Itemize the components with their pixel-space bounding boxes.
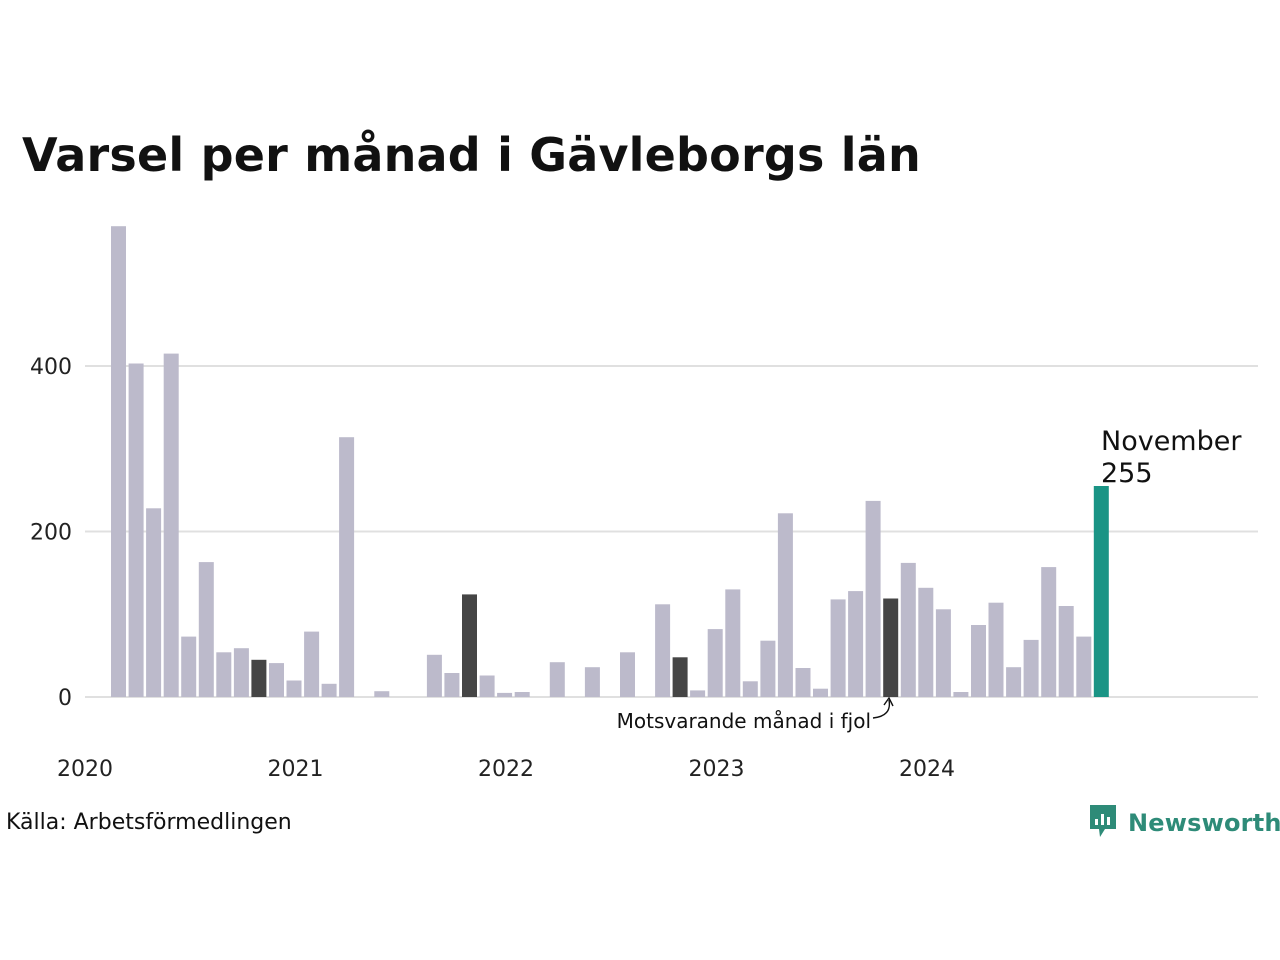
- bar-2023-02: [725, 589, 741, 697]
- bar-2022-10: [655, 604, 671, 697]
- x-tick-label-2024: 2024: [899, 757, 955, 782]
- labels-layer: 0 200 400 2020 2021 2022 2023 2024: [30, 355, 955, 782]
- annotation-arrow: [872, 699, 891, 719]
- bar-2023-03: [742, 681, 758, 697]
- annotation-arrowhead: [883, 696, 894, 707]
- brand-name: Newsworthy: [1128, 809, 1280, 837]
- bar-2024-06: [1006, 667, 1022, 697]
- bar-chart: 0 200 400 2020 2021 2022 2023 2024 Motsvarande …: [30, 226, 1258, 782]
- bar-2024-07: [1023, 639, 1039, 697]
- y-tick-label-0: 0: [58, 686, 72, 711]
- bar-2024-08: [1041, 567, 1057, 697]
- bar-2020-11: [251, 659, 267, 697]
- newsworthy-logo-icon: [1088, 803, 1118, 843]
- bar-2021-10: [444, 673, 460, 697]
- y-tick-label-400: 400: [30, 355, 72, 380]
- bar-2020-10: [233, 648, 249, 697]
- bar-2024-01: [918, 587, 934, 697]
- bar-2021-09: [426, 654, 442, 697]
- bar-2023-04: [760, 640, 776, 697]
- bar-2023-06: [795, 668, 811, 697]
- bar-2023-01: [707, 629, 723, 697]
- annotation-layer: Motsvarande månad i fjol November 255: [617, 426, 1243, 733]
- bar-2024-09: [1058, 606, 1074, 697]
- annotation-label: Motsvarande månad i fjol: [617, 709, 871, 733]
- bar-2023-12: [900, 562, 916, 697]
- bar-2021-12: [479, 675, 495, 697]
- bar-2020-12: [269, 663, 284, 697]
- bar-2020-09: [216, 652, 232, 697]
- bar-2022-08: [620, 652, 635, 697]
- x-tick-label-2023: 2023: [689, 757, 745, 782]
- x-tick-label-2020: 2020: [57, 757, 113, 782]
- bar-2023-08: [830, 599, 846, 697]
- bar-2024-10: [1076, 636, 1092, 697]
- bar-2020-06: [163, 353, 179, 697]
- bar-2023-11: [883, 598, 899, 697]
- x-tick-label-2021: 2021: [268, 757, 324, 782]
- bar-2021-04: [339, 437, 355, 697]
- bar-2020-05: [146, 508, 162, 697]
- bar-2022-11: [672, 657, 688, 697]
- bar-2021-11: [462, 594, 477, 697]
- bar-2022-06: [584, 667, 600, 697]
- bar-2024-02: [935, 609, 951, 697]
- bar-2023-07: [813, 688, 828, 697]
- latest-month-label: November: [1101, 426, 1242, 457]
- bar-2021-02: [304, 631, 320, 697]
- bar-2021-01: [286, 680, 302, 698]
- bars-layer: [111, 226, 1109, 698]
- bar-2021-06: [374, 691, 390, 697]
- bar-2024-04: [971, 625, 986, 697]
- brand: Newsworthy: [1088, 803, 1280, 843]
- source-note: Källa: Arbetsförmedlingen: [6, 810, 292, 835]
- bar-2022-12: [690, 690, 706, 697]
- bar-2022-02: [514, 692, 530, 697]
- latest-value-label: 255: [1101, 458, 1153, 489]
- bar-2023-05: [777, 513, 793, 697]
- bar-2024-03: [953, 692, 969, 697]
- bar-2020-08: [198, 562, 214, 697]
- bar-2024-11: [1093, 486, 1109, 697]
- bar-2023-09: [848, 591, 864, 697]
- chart-title: Varsel per månad i Gävleborgs län: [22, 128, 921, 182]
- bar-2024-05: [988, 602, 1004, 697]
- bar-2020-03: [111, 226, 126, 697]
- bar-2023-10: [865, 500, 881, 697]
- bar-2022-01: [497, 692, 513, 697]
- bar-2020-07: [181, 636, 197, 697]
- x-tick-label-2022: 2022: [478, 757, 534, 782]
- y-tick-label-200: 200: [30, 521, 72, 546]
- bar-2021-03: [321, 683, 337, 697]
- bar-2020-04: [128, 363, 144, 697]
- bar-2022-04: [549, 662, 565, 697]
